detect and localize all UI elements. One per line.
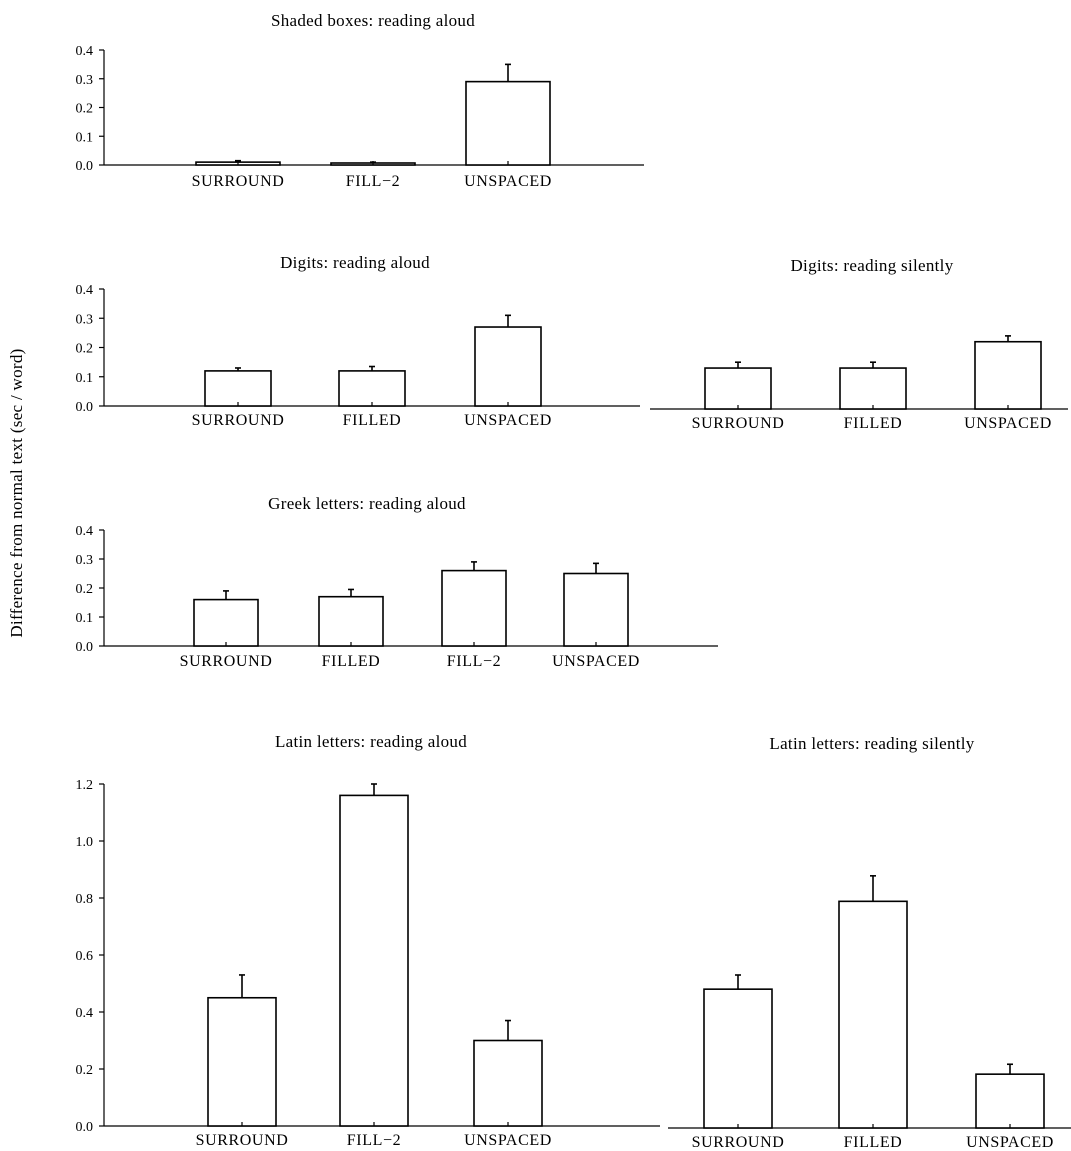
chart-panel-4: Greek letters: reading aloud 0.4 0.3 0.2 0.1… bbox=[76, 494, 718, 670]
category-label: UNSPACED bbox=[464, 1132, 552, 1149]
bar bbox=[975, 1073, 1045, 1129]
bar bbox=[839, 367, 907, 410]
bar bbox=[703, 988, 773, 1129]
bar bbox=[339, 794, 409, 1127]
chart-title: Greek letters: reading aloud bbox=[268, 494, 466, 513]
chart-title: Latin letters: reading aloud bbox=[275, 732, 467, 751]
bar bbox=[441, 569, 507, 647]
y-tick-label: 0.0 bbox=[76, 640, 94, 655]
y-tick-label: 0.6 bbox=[76, 949, 94, 964]
category-label: UNSPACED bbox=[464, 173, 552, 190]
y-tick-label: 0.8 bbox=[76, 892, 94, 907]
y-tick-label: 0.0 bbox=[76, 159, 94, 174]
category-label: UNSPACED bbox=[964, 415, 1052, 432]
y-tick-label: 0.4 bbox=[76, 44, 94, 59]
chart-panel-2: Digits: reading aloud 0.4 0.3 0.2 0.1 0.0 SURR… bbox=[76, 253, 640, 429]
bar bbox=[338, 370, 406, 407]
chart-title: Digits: reading silently bbox=[790, 256, 953, 275]
bar bbox=[473, 1039, 543, 1127]
y-tick-label: 0.1 bbox=[76, 130, 94, 145]
y-tick-label: 0.0 bbox=[76, 400, 94, 415]
category-label: FILL−2 bbox=[347, 1132, 401, 1149]
y-axis-label: Difference from normal text (sec / word) bbox=[7, 348, 26, 637]
chart-title: Digits: reading aloud bbox=[280, 253, 430, 272]
category-label: FILL−2 bbox=[346, 173, 400, 190]
category-label: UNSPACED bbox=[464, 412, 552, 429]
category-label: SURROUND bbox=[692, 415, 785, 432]
bar bbox=[974, 340, 1042, 410]
category-label: UNSPACED bbox=[966, 1134, 1054, 1151]
category-label: FILL−2 bbox=[447, 653, 501, 670]
y-tick-label: 0.1 bbox=[76, 371, 94, 386]
chart-panel-5: Latin letters: reading aloud 1.2 1.0 0.8 0.6… bbox=[76, 732, 660, 1149]
y-tick-label: 0.3 bbox=[76, 312, 94, 327]
category-label: UNSPACED bbox=[552, 653, 640, 670]
bar bbox=[465, 80, 551, 166]
y-tick-label: 0.2 bbox=[76, 1063, 94, 1078]
bar bbox=[204, 370, 272, 407]
bar bbox=[193, 598, 259, 647]
bar bbox=[838, 900, 908, 1129]
y-tick-label: 0.0 bbox=[76, 1120, 94, 1135]
bar bbox=[207, 996, 277, 1127]
y-tick-label: 0.4 bbox=[76, 524, 94, 539]
bar bbox=[474, 326, 542, 407]
category-label: FILLED bbox=[343, 412, 402, 429]
bar bbox=[318, 595, 384, 647]
category-label: SURROUND bbox=[192, 412, 285, 429]
category-label: SURROUND bbox=[180, 653, 273, 670]
y-tick-label: 1.2 bbox=[76, 778, 94, 793]
chart-panel-3: Digits: reading silently SURROUND FILLED UN… bbox=[650, 256, 1068, 432]
y-tick-label: 0.2 bbox=[76, 342, 94, 357]
y-tick-label: 0.3 bbox=[76, 73, 94, 88]
chart-panels: Shaded boxes: reading aloud 0.4 0.3 0.2 0.1 0… bbox=[76, 11, 1071, 1151]
category-label: SURROUND bbox=[692, 1134, 785, 1151]
chart-title: Shaded boxes: reading aloud bbox=[271, 11, 475, 30]
y-tick-label: 0.4 bbox=[76, 1006, 94, 1021]
category-label: FILLED bbox=[844, 1134, 903, 1151]
chart-panel-1: Shaded boxes: reading aloud 0.4 0.3 0.2 0.1 0… bbox=[76, 11, 644, 190]
y-tick-label: 0.2 bbox=[76, 102, 94, 117]
category-label: SURROUND bbox=[192, 173, 285, 190]
chart-title: Latin letters: reading silently bbox=[769, 734, 974, 753]
y-tick-label: 0.1 bbox=[76, 611, 94, 626]
bar bbox=[563, 572, 629, 647]
bar bbox=[704, 367, 772, 410]
y-tick-label: 0.4 bbox=[76, 283, 94, 298]
y-tick-label: 0.2 bbox=[76, 582, 94, 597]
y-tick-label: 1.0 bbox=[76, 835, 94, 850]
category-label: FILLED bbox=[322, 653, 381, 670]
y-tick-label: 0.3 bbox=[76, 553, 94, 568]
category-label: SURROUND bbox=[196, 1132, 289, 1149]
chart-panel-6: Latin letters: reading silently SURROUND F… bbox=[668, 734, 1071, 1151]
category-label: FILLED bbox=[844, 415, 903, 432]
